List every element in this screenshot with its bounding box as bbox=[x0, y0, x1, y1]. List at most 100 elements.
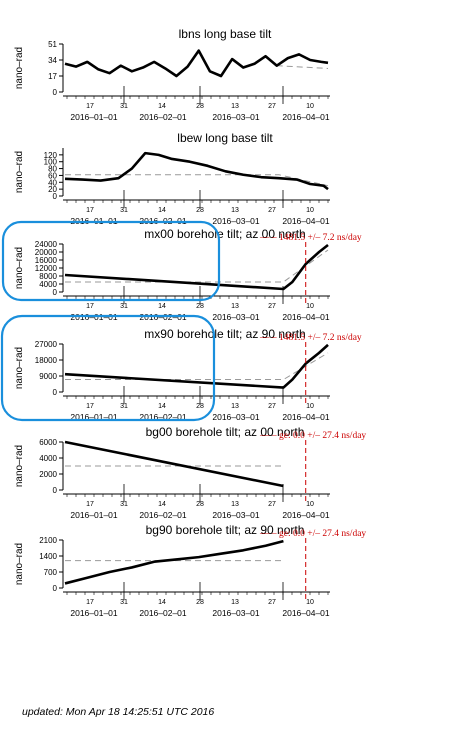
x-day-tick-label: 13 bbox=[231, 501, 239, 508]
y-tick-label: 80 bbox=[48, 165, 57, 174]
y-tick-label: 6000 bbox=[39, 438, 57, 447]
x-day-tick-label: 28 bbox=[196, 403, 204, 410]
x-day-tick-label: 13 bbox=[231, 103, 239, 110]
y-axis-label: nano–rad bbox=[14, 543, 25, 585]
y-axis-label: nano–rad bbox=[14, 151, 25, 193]
chart-panel-6: bg90 borehole tilt; az 90 north–– – ge: … bbox=[14, 523, 366, 618]
x-day-tick-label: 13 bbox=[231, 207, 239, 214]
highlight-box-mx00 bbox=[1, 220, 221, 302]
x-day-tick-label: 31 bbox=[120, 599, 128, 606]
x-day-tick-label: 31 bbox=[120, 103, 128, 110]
x-day-tick-label: 10 bbox=[306, 103, 314, 110]
x-day-tick-label: 17 bbox=[86, 303, 94, 310]
y-tick-label: 700 bbox=[44, 568, 58, 577]
y-tick-label: 4000 bbox=[39, 454, 57, 463]
x-date-tick-label: 2016–01–01 bbox=[70, 412, 118, 422]
data-series-line bbox=[64, 49, 329, 78]
y-tick-label: 27000 bbox=[35, 340, 58, 349]
x-day-tick-label: 31 bbox=[120, 403, 128, 410]
chart-panel-4: mx90 borehole tilt; az 90 north–– – 1481… bbox=[14, 327, 362, 422]
trend-line bbox=[65, 174, 329, 187]
updated-timestamp: updated: Mon Apr 18 14:25:51 UTC 2016 bbox=[22, 706, 215, 718]
x-day-tick-label: 14 bbox=[158, 403, 166, 410]
data-series-line bbox=[64, 243, 329, 291]
x-date-tick-label: 2016–03–01 bbox=[212, 510, 260, 520]
x-day-tick-label: 14 bbox=[158, 303, 166, 310]
x-day-tick-label: 28 bbox=[196, 599, 204, 606]
data-series-line bbox=[64, 539, 284, 585]
x-date-tick-label: 2016–03–01 bbox=[212, 112, 260, 122]
x-day-tick-label: 13 bbox=[231, 599, 239, 606]
chart-annotation: –– – ge: 0.0 +/– 27.4 ns/day bbox=[259, 431, 366, 441]
x-date-tick-label: 2016–03–01 bbox=[212, 608, 260, 618]
x-day-tick-label: 17 bbox=[86, 207, 94, 214]
x-day-tick-label: 10 bbox=[306, 599, 314, 606]
x-date-tick-label: 2016–04–01 bbox=[282, 608, 330, 618]
y-tick-label: 2000 bbox=[39, 470, 57, 479]
y-tick-label: 4000 bbox=[39, 280, 57, 289]
y-tick-label: 34 bbox=[48, 56, 57, 65]
y-tick-label: 0 bbox=[53, 584, 58, 593]
x-date-tick-label: 2016–03–01 bbox=[212, 312, 260, 322]
x-day-tick-label: 28 bbox=[196, 303, 204, 310]
data-series-line bbox=[64, 343, 329, 389]
x-day-tick-label: 13 bbox=[231, 303, 239, 310]
chart-title: mx90 borehole tilt; az 90 north bbox=[144, 327, 305, 341]
x-day-tick-label: 28 bbox=[196, 501, 204, 508]
y-tick-label: 0 bbox=[53, 388, 58, 397]
x-day-tick-label: 13 bbox=[231, 403, 239, 410]
y-tick-label: 0 bbox=[53, 88, 58, 97]
x-date-tick-label: 2016–02–01 bbox=[139, 608, 187, 618]
trend-line bbox=[65, 249, 329, 283]
x-date-tick-label: 2016–04–01 bbox=[282, 510, 330, 520]
y-tick-label: 18000 bbox=[35, 356, 58, 365]
y-tick-label: 20 bbox=[48, 185, 57, 194]
x-date-tick-label: 2016–04–01 bbox=[282, 216, 330, 226]
y-tick-label: 12000 bbox=[35, 264, 58, 273]
x-day-tick-label: 14 bbox=[158, 207, 166, 214]
y-tick-label: 0 bbox=[53, 192, 58, 201]
x-day-tick-label: 14 bbox=[158, 501, 166, 508]
chart-title: lbew long base tilt bbox=[177, 131, 273, 145]
chart-title: mx00 borehole tilt; az 00 north bbox=[144, 227, 305, 241]
y-tick-label: 60 bbox=[48, 171, 57, 180]
x-day-tick-label: 27 bbox=[268, 207, 276, 214]
x-day-tick-label: 17 bbox=[86, 599, 94, 606]
x-day-tick-label: 28 bbox=[196, 103, 204, 110]
chart-panel-2: lbew long base tiltnano–rad0204060801001… bbox=[14, 131, 330, 226]
x-date-tick-label: 2016–01–01 bbox=[70, 510, 118, 520]
x-day-tick-label: 10 bbox=[306, 403, 314, 410]
chart-title: bg90 borehole tilt; az 90 north bbox=[146, 523, 305, 537]
x-date-tick-label: 2016–04–01 bbox=[282, 412, 330, 422]
x-day-tick-label: 10 bbox=[306, 501, 314, 508]
y-tick-label: 24000 bbox=[35, 240, 58, 249]
x-date-tick-label: 2016–02–01 bbox=[139, 412, 187, 422]
x-day-tick-label: 27 bbox=[268, 599, 276, 606]
y-axis-label: nano–rad bbox=[14, 347, 25, 389]
x-date-tick-label: 2016–02–01 bbox=[139, 510, 187, 520]
chart-annotation: –– – 1481.5 +/– 7.2 ns/day bbox=[259, 333, 362, 343]
y-tick-label: 100 bbox=[44, 158, 58, 167]
y-tick-label: 9000 bbox=[39, 372, 57, 381]
x-day-tick-label: 10 bbox=[306, 207, 314, 214]
y-tick-label: 2100 bbox=[39, 536, 57, 545]
chart-title: lbns long base tilt bbox=[179, 27, 272, 41]
x-date-tick-label: 2016–01–01 bbox=[70, 112, 118, 122]
y-tick-label: 17 bbox=[48, 72, 57, 81]
y-tick-label: 40 bbox=[48, 178, 57, 187]
x-day-tick-label: 27 bbox=[268, 403, 276, 410]
chart-panel-3: mx00 borehole tilt; az 00 north–– – 1481… bbox=[14, 227, 362, 322]
x-date-tick-label: 2016–04–01 bbox=[282, 312, 330, 322]
x-day-tick-label: 17 bbox=[86, 403, 94, 410]
trend-line bbox=[276, 65, 329, 69]
y-axis-label: nano–rad bbox=[14, 47, 25, 89]
x-date-tick-label: 2016–01–01 bbox=[70, 608, 118, 618]
x-day-tick-label: 28 bbox=[196, 207, 204, 214]
x-date-tick-label: 2016–03–01 bbox=[212, 412, 260, 422]
y-axis-label: nano–rad bbox=[14, 247, 25, 289]
y-tick-label: 120 bbox=[44, 151, 58, 160]
highlight-box-mx90 bbox=[0, 314, 216, 422]
x-date-tick-label: 2016–03–01 bbox=[212, 216, 260, 226]
y-tick-label: 51 bbox=[48, 40, 57, 49]
x-day-tick-label: 14 bbox=[158, 103, 166, 110]
